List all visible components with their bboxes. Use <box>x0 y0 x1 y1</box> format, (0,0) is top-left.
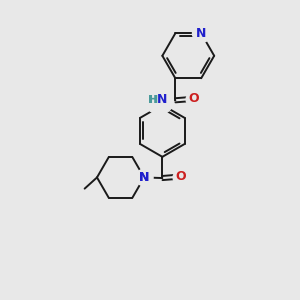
Text: N: N <box>157 93 168 106</box>
Text: N: N <box>196 27 206 40</box>
Text: H: H <box>149 95 159 105</box>
Text: H: H <box>148 95 157 105</box>
Text: O: O <box>175 170 186 183</box>
Text: N: N <box>139 171 149 184</box>
Text: N: N <box>139 171 149 184</box>
Text: O: O <box>188 92 199 105</box>
